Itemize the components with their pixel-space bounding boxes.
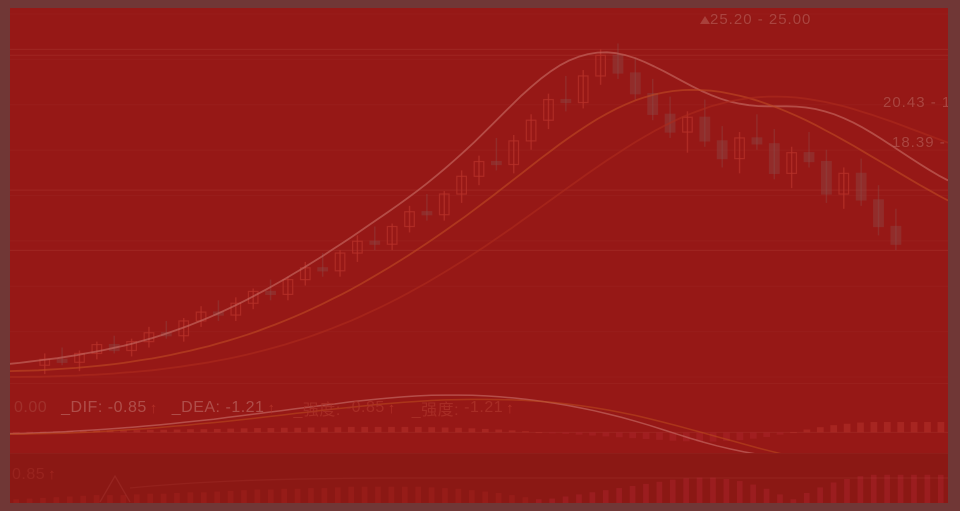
volume-chart-svg[interactable] [10, 454, 948, 503]
volume-value: 0.85 [12, 466, 46, 483]
label-low: 18.39 - 1 [892, 134, 948, 151]
price-chart-svg[interactable] [10, 8, 948, 383]
price-panel[interactable] [10, 8, 948, 383]
label-mid: 20.43 - 19 [883, 94, 948, 111]
macd-chart-svg[interactable] [10, 384, 948, 461]
volume-arrow-up-icon: ↑ [48, 466, 57, 483]
label-high: 25.20 - 25.00 [710, 11, 812, 28]
volume-legend: 0.85 ↑ [12, 466, 56, 484]
macd-panel[interactable] [10, 383, 948, 461]
price-tag-marker-icon [700, 16, 710, 24]
volume-panel[interactable] [10, 453, 948, 503]
